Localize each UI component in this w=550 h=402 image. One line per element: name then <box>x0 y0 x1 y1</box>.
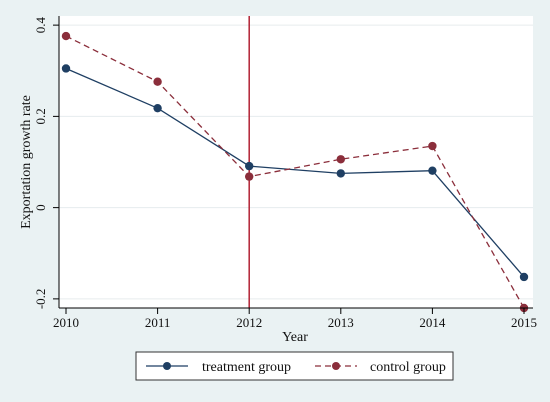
y-axis-title: Exportation growth rate <box>19 95 34 229</box>
y-tick-label: 0.4 <box>33 17 48 34</box>
x-tick-label: 2010 <box>53 315 79 330</box>
data-point-1 <box>61 31 71 41</box>
data-point-0 <box>61 64 71 73</box>
y-ticks: -0.2 0 0.2 0.4 <box>33 17 59 310</box>
x-tick-label: 2012 <box>236 315 262 330</box>
legend: treatment group control group <box>135 351 454 381</box>
x-axis-title: Year <box>282 330 308 345</box>
legend-label-treatment: treatment group <box>202 360 291 375</box>
y-tick-label: 0.2 <box>33 108 48 124</box>
series-layer <box>61 31 529 313</box>
series-line-1 <box>65 35 525 309</box>
gridlines <box>59 24 533 300</box>
data-point-1 <box>153 77 162 86</box>
data-point-1 <box>245 172 254 181</box>
data-point-1 <box>428 141 437 151</box>
legend-marker-treatment <box>163 362 171 370</box>
x-tick-label: 2014 <box>419 315 446 330</box>
x-tick-label: 2015 <box>511 315 537 330</box>
data-point-0 <box>428 166 437 175</box>
series-line-0 <box>65 67 525 278</box>
y-tick-label: 0 <box>33 204 48 211</box>
legend-box <box>135 351 454 381</box>
x-ticks: 2010 2011 2012 2013 2014 2015 <box>53 308 537 330</box>
legend-marker-control <box>332 362 340 370</box>
x-tick-label: 2011 <box>145 315 171 330</box>
data-point-0 <box>519 272 529 282</box>
data-point-1 <box>336 155 345 164</box>
plot-area <box>59 16 533 308</box>
data-point-0 <box>245 161 254 171</box>
x-tick-label: 2013 <box>328 315 354 330</box>
data-point-0 <box>153 103 162 113</box>
legend-label-control: control group <box>370 360 446 375</box>
y-tick-label: -0.2 <box>33 289 48 310</box>
data-point-0 <box>336 169 345 178</box>
